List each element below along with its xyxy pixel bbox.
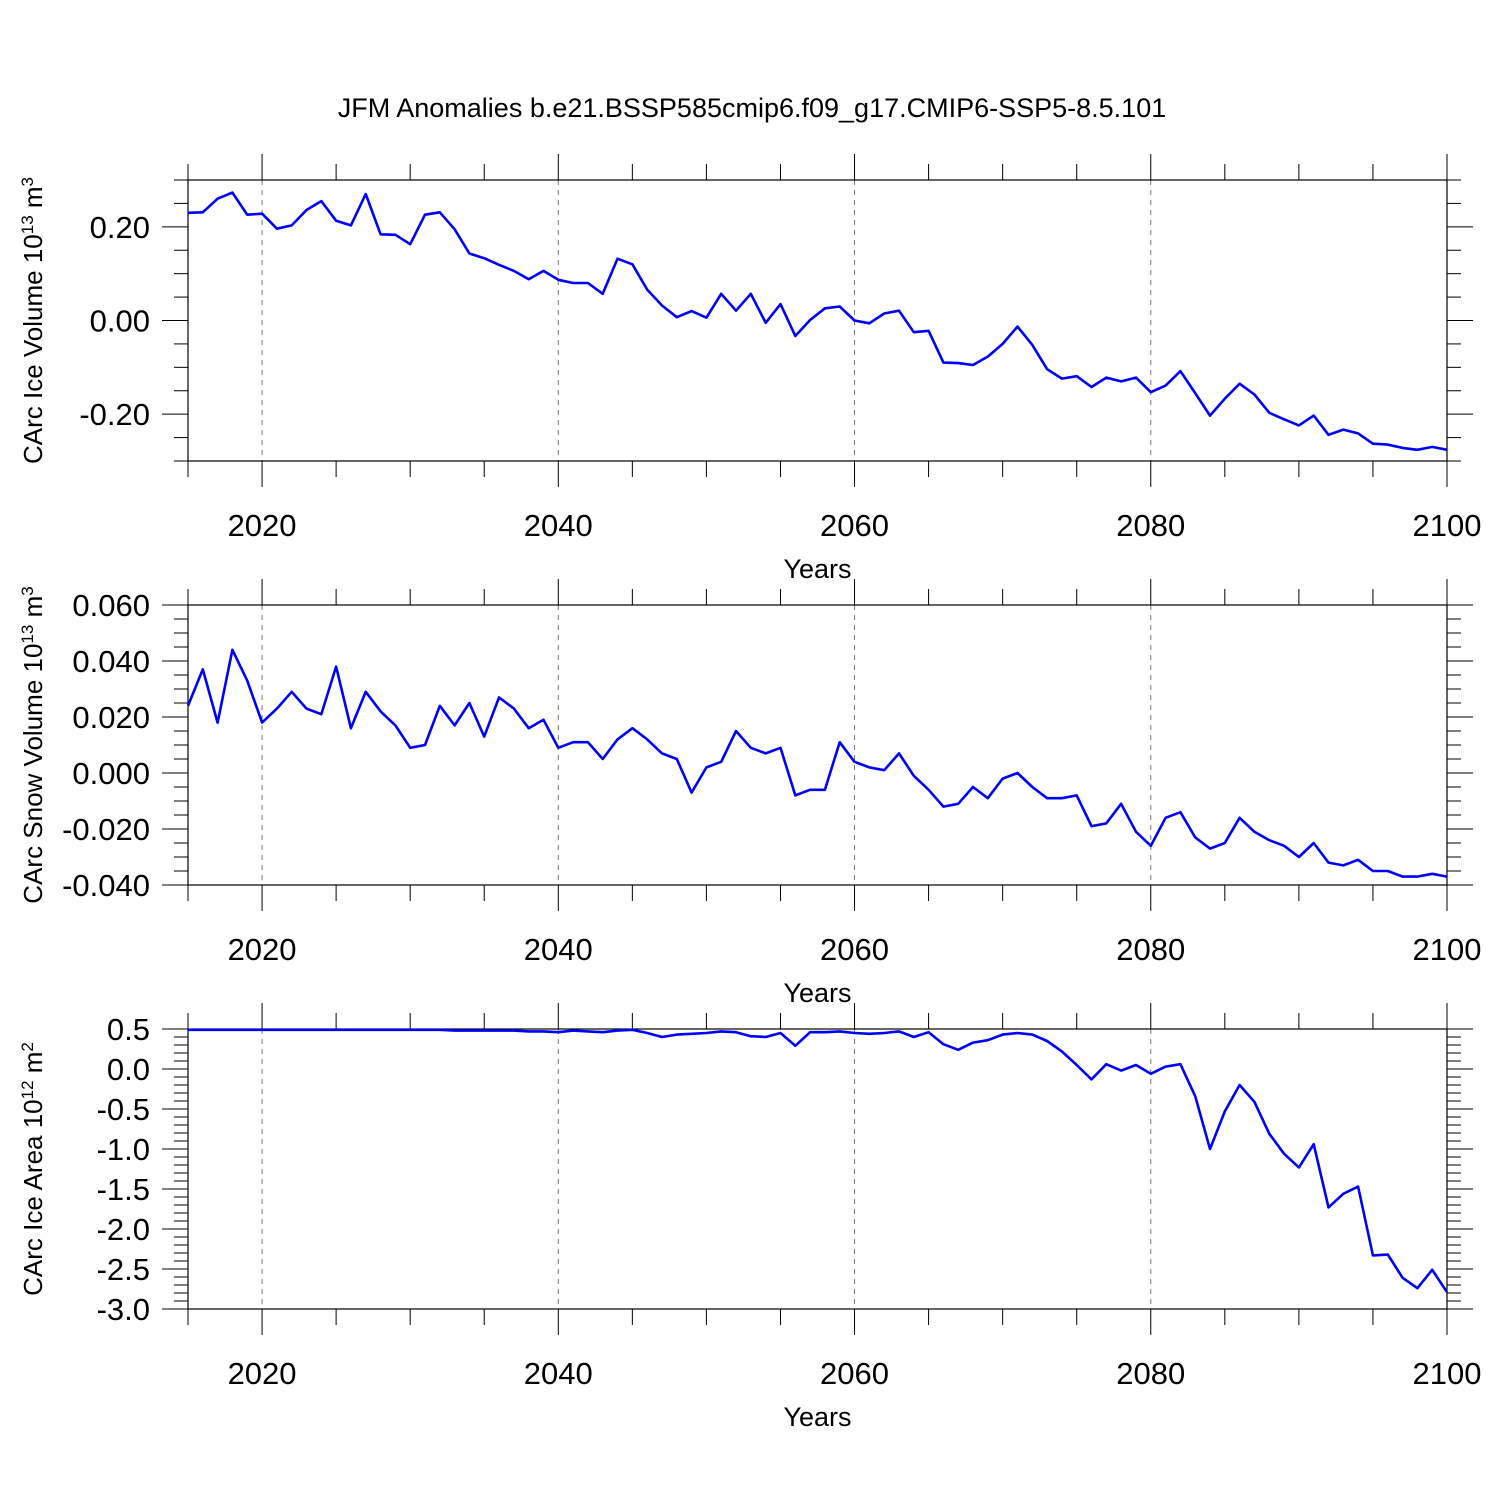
y-tick-label: -3.0 — [97, 1292, 150, 1327]
panels-group: -0.20 0.00 0.20 2020 2040 2060 2080 2100 Years CA… — [18, 154, 1481, 1432]
chart-title: JFM Anomalies b.e21.BSSP585cmip6.f09_g17… — [338, 93, 1166, 123]
x-tick-label: 2060 — [820, 1356, 889, 1391]
panel-ice-area: -3.0 -2.5 -2.0 -1.5 -1.0 -0.5 0.0 0.5 2020 2040 20… — [18, 1003, 1481, 1432]
y-label-text: m — [18, 1052, 48, 1081]
x-tick-label: 2020 — [228, 1356, 297, 1391]
x-tick-label: 2080 — [1116, 932, 1185, 967]
y-tick-label: 0.040 — [72, 644, 150, 679]
y-tick-label: -0.020 — [62, 812, 150, 847]
y-tick-label: -0.20 — [79, 397, 150, 432]
y-axis-label: CArc Ice Volume 1013 m3 — [18, 177, 48, 464]
y-tick-label: -0.040 — [62, 868, 150, 903]
y-tick-label: -1.5 — [97, 1172, 150, 1207]
y-tick-label: -2.5 — [97, 1252, 150, 1287]
y-label-text: CArc Ice Area 10 — [18, 1099, 48, 1296]
y-axis-label: CArc Ice Area 1012 m2 — [18, 1042, 48, 1296]
y-tick-label: -2.0 — [97, 1212, 150, 1247]
y-tick-label: 0.0 — [107, 1052, 150, 1087]
x-tick-label: 2080 — [1116, 508, 1185, 543]
x-tick-label: 2060 — [820, 508, 889, 543]
y-tick-label: 0.20 — [90, 210, 150, 245]
y-label-superscript: 12 — [18, 1080, 37, 1099]
x-axis-label: Years — [783, 1402, 851, 1432]
x-tick-label: 2080 — [1116, 1356, 1185, 1391]
y-tick-label: 0.00 — [90, 304, 150, 339]
x-tick-label: 2040 — [524, 932, 593, 967]
panel-ice-volume: -0.20 0.00 0.20 2020 2040 2060 2080 2100 Years CA… — [18, 154, 1481, 584]
y-label-text: CArc Snow Volume 10 — [18, 644, 48, 904]
x-tick-label: 2040 — [524, 508, 593, 543]
y-label-superscript: 13 — [18, 625, 37, 644]
y-tick-label: 0.000 — [72, 756, 150, 791]
y-label-superscript: 3 — [18, 177, 37, 186]
y-label-superscript: 2 — [18, 1042, 37, 1051]
x-tick-label: 2060 — [820, 932, 889, 967]
y-label-text: m — [18, 186, 48, 215]
y-tick-label: 0.5 — [107, 1012, 150, 1047]
panel-snow-volume: -0.040 -0.020 0.000 0.020 0.040 0.060 2020 2040… — [18, 579, 1481, 1008]
y-tick-label: 0.020 — [72, 700, 150, 735]
series-line-ice-volume — [187, 191, 1448, 452]
series-line-ice-area — [188, 1028, 1449, 1293]
y-axis-label: CArc Snow Volume 1013 m3 — [18, 586, 48, 903]
y-tick-label: 0.060 — [72, 588, 150, 623]
y-label-superscript: 13 — [18, 215, 37, 234]
x-tick-label: 2100 — [1413, 932, 1482, 967]
y-tick-label: -0.5 — [97, 1092, 150, 1127]
y-label-text: CArc Ice Volume 10 — [18, 234, 48, 464]
x-tick-label: 2020 — [228, 508, 297, 543]
y-tick-label: -1.0 — [97, 1132, 150, 1167]
plot-frame — [187, 1028, 1448, 1310]
series-line-snow-volume — [186, 648, 1448, 878]
plot-frame — [187, 604, 1448, 886]
y-label-text: m — [18, 596, 48, 625]
x-tick-label: 2040 — [524, 1356, 593, 1391]
y-label-superscript: 3 — [18, 586, 37, 595]
x-axis-label: Years — [783, 554, 851, 584]
x-tick-label: 2100 — [1413, 1356, 1482, 1391]
x-axis-label: Years — [783, 978, 851, 1008]
x-tick-label: 2100 — [1413, 508, 1482, 543]
plot-frame — [187, 179, 1448, 462]
x-tick-label: 2020 — [228, 932, 297, 967]
